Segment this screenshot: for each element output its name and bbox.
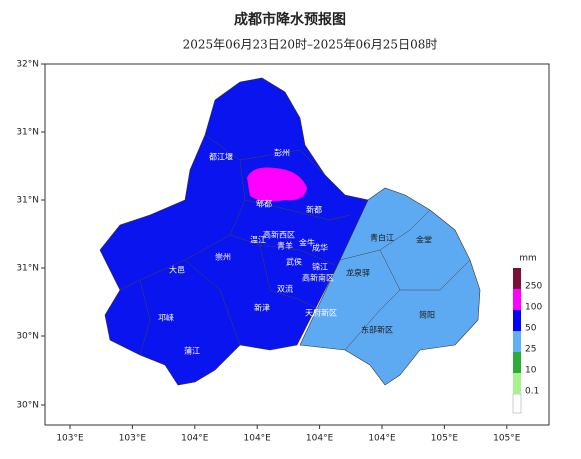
x-axis-label: 103°E bbox=[56, 434, 84, 444]
place-label: 温江 bbox=[250, 236, 266, 245]
region-50mm bbox=[99, 77, 369, 386]
place-label: 郫都 bbox=[256, 199, 272, 209]
place-label: 天府新区 bbox=[305, 308, 337, 318]
place-label: 金堂 bbox=[416, 235, 432, 245]
legend-swatch bbox=[513, 331, 521, 352]
x-axis-label: 103°E bbox=[119, 434, 147, 444]
x-axis-label: 104°E bbox=[306, 434, 334, 444]
place-label: 武侯 bbox=[286, 257, 302, 267]
legend-label: 25 bbox=[525, 345, 536, 355]
x-axis-label: 104°E bbox=[244, 434, 272, 444]
place-label: 青羊 bbox=[277, 241, 293, 251]
legend-swatch bbox=[513, 352, 521, 373]
place-label: 高新西区 bbox=[263, 230, 295, 240]
legend-unit: mm bbox=[519, 254, 537, 264]
x-axis-label: 104°E bbox=[181, 434, 209, 444]
x-axis-label: 105°E bbox=[431, 434, 459, 444]
subtitle: 2025年06月23日20时–2025年06月25日08时 bbox=[183, 38, 438, 52]
place-label: 大邑 bbox=[169, 265, 185, 275]
region-100mm bbox=[247, 167, 307, 202]
place-label: 新津 bbox=[254, 303, 270, 313]
legend-swatch bbox=[513, 268, 521, 289]
place-label: 成华 bbox=[312, 243, 328, 253]
y-axis-label: 30°N bbox=[16, 401, 39, 411]
place-label: 青白江 bbox=[370, 233, 394, 243]
place-label: 蒲江 bbox=[184, 346, 200, 356]
legend-label: 50 bbox=[525, 324, 537, 334]
place-label: 金牛 bbox=[299, 238, 315, 248]
legend-label: 0.1 bbox=[525, 387, 539, 397]
region-25mm bbox=[299, 187, 481, 386]
place-label: 邛崃 bbox=[158, 313, 174, 323]
place-label: 彭州 bbox=[274, 148, 290, 158]
place-label: 龙泉驿 bbox=[346, 268, 370, 278]
y-axis-label: 31°N bbox=[16, 264, 39, 274]
y-axis-label: 30°N bbox=[16, 332, 39, 342]
x-axis-label: 105°E bbox=[493, 434, 521, 444]
legend-swatch bbox=[513, 289, 521, 310]
legend-label: 250 bbox=[525, 282, 542, 292]
x-axis-label: 104°E bbox=[368, 434, 396, 444]
legend-label: 100 bbox=[525, 303, 542, 313]
y-axis-label: 31°N bbox=[16, 196, 39, 206]
legend-label: 10 bbox=[525, 366, 537, 376]
legend-swatch bbox=[513, 310, 521, 331]
district-borders bbox=[119, 134, 471, 356]
legend-swatch bbox=[513, 373, 521, 394]
y-axis-label: 31°N bbox=[16, 128, 39, 138]
legend-swatch-empty bbox=[512, 393, 522, 414]
place-label: 锦江 bbox=[312, 262, 328, 272]
place-label: 高新南区 bbox=[302, 273, 334, 283]
place-label: 双流 bbox=[277, 284, 293, 294]
title: 成都市降水预报图 bbox=[234, 11, 346, 28]
place-label: 简阳 bbox=[419, 310, 435, 320]
place-label: 崇州 bbox=[215, 253, 231, 262]
place-label: 新都 bbox=[306, 205, 322, 215]
y-axis-label: 32°N bbox=[16, 60, 39, 70]
place-label: 东部新区 bbox=[361, 325, 393, 335]
place-label: 都江堰 bbox=[209, 152, 233, 162]
